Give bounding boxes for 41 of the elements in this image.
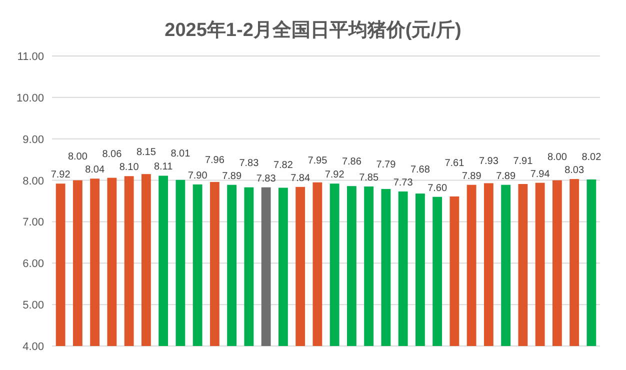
data-label: 7.93 [478,156,499,168]
data-label: 7.60 [428,182,448,194]
y-tick-label: 7.00 [22,216,44,229]
y-tick-label: 9.00 [22,134,44,146]
data-label: 7.91 [513,156,534,167]
data-label: 7.86 [342,156,362,168]
data-label: 8.00 [547,152,568,164]
y-tick-label: 6.00 [22,258,44,270]
data-label: 7.68 [410,164,430,176]
data-label: 7.92 [324,170,345,181]
data-label: 7.83 [256,173,276,184]
data-label: 8.10 [119,162,140,174]
data-label: 8.15 [136,147,156,158]
data-label: 7.94 [530,168,550,180]
data-label: 7.84 [290,172,310,184]
data-label: 8.02 [582,152,602,164]
data-label: 7.79 [376,160,396,170]
data-label: 7.90 [188,170,208,182]
chart-title: 2025年1-2月全国日平均猪价(元/斤) [164,19,462,41]
y-tick-label: 10.00 [16,92,44,104]
data-label: 8.00 [68,152,88,163]
data-label: 8.11 [154,162,174,173]
data-label: 7.89 [496,170,516,182]
data-label: 7.92 [50,170,71,181]
data-label: 8.04 [85,164,105,176]
y-tick-label: 11.00 [17,51,44,63]
y-tick-label: 8.00 [22,175,44,188]
y-tick-label: 4.00 [22,341,44,353]
data-label: 7.83 [239,158,260,169]
data-label: 7.96 [204,154,225,166]
data-label: 8.06 [102,149,122,160]
data-label: 7.95 [308,155,328,166]
data-label: 7.61 [444,158,465,169]
data-label: 7.85 [359,172,379,184]
y-tick-label: 5.00 [22,300,44,312]
data-label: 8.01 [170,148,191,160]
data-label: 8.03 [564,165,584,176]
data-label: 7.89 [222,170,242,182]
data-label: 7.73 [393,177,414,188]
data-label: 7.82 [273,160,294,171]
data-label: 7.89 [462,170,482,182]
